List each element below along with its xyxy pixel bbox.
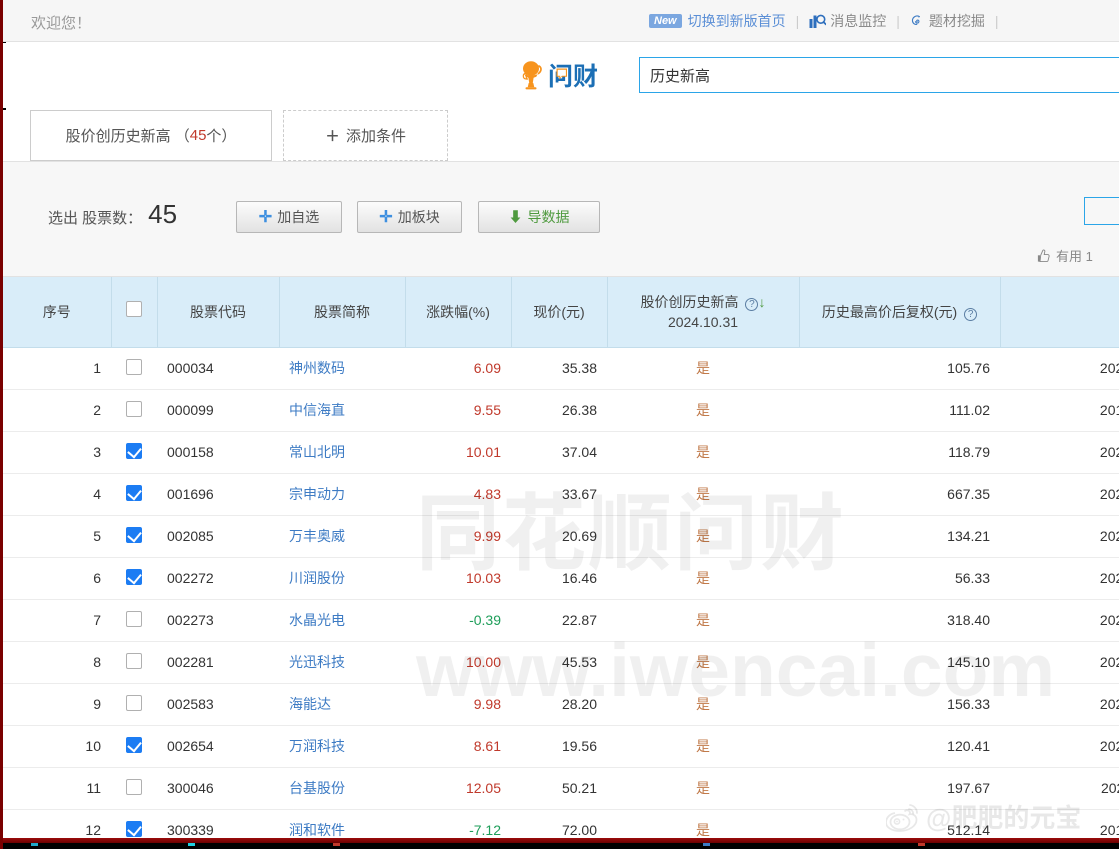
- svg-text:问财: 问财: [548, 63, 598, 91]
